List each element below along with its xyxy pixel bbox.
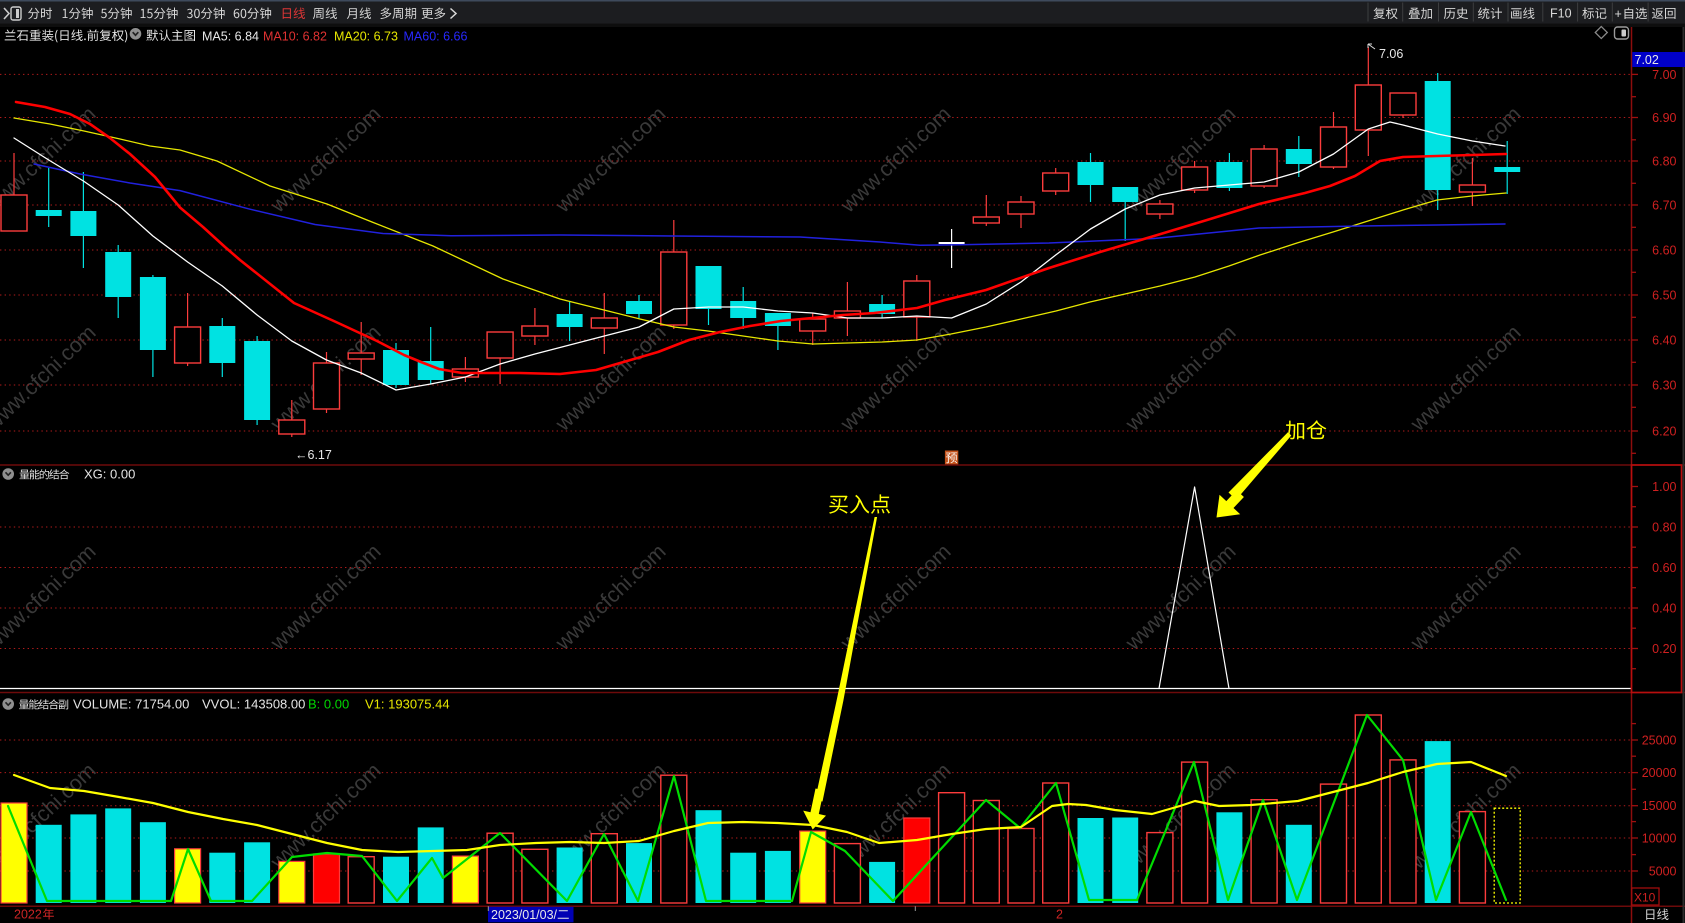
svg-text:6.70: 6.70 xyxy=(1652,199,1676,213)
svg-text:VOLUME: 71754.00: VOLUME: 71754.00 xyxy=(73,697,189,712)
svg-text:MA10: 6.82: MA10: 6.82 xyxy=(263,30,327,44)
svg-text:V1: 193075.44: V1: 193075.44 xyxy=(365,697,450,712)
svg-text:5000: 5000 xyxy=(1649,865,1677,879)
svg-text:20000: 20000 xyxy=(1642,766,1677,780)
svg-text:←6.17: ←6.17 xyxy=(295,448,332,462)
svg-text:7.00: 7.00 xyxy=(1652,68,1676,82)
svg-text:XG: 0.00: XG: 0.00 xyxy=(84,467,135,482)
svg-text:6.90: 6.90 xyxy=(1652,111,1676,125)
svg-text:6.60: 6.60 xyxy=(1652,244,1676,258)
svg-text:2023/01/03/: 2023/01/03/ xyxy=(491,908,558,922)
svg-text:VVOL: 143508.00: VVOL: 143508.00 xyxy=(202,697,305,712)
svg-text:1.00: 1.00 xyxy=(1652,480,1676,494)
svg-text:6.80: 6.80 xyxy=(1652,155,1676,169)
svg-text:B: 0.00: B: 0.00 xyxy=(308,697,349,712)
svg-text:0.60: 0.60 xyxy=(1652,561,1676,575)
svg-text:6.40: 6.40 xyxy=(1652,334,1676,348)
svg-text:+: + xyxy=(1615,7,1622,21)
svg-text:15000: 15000 xyxy=(1642,799,1677,813)
svg-text:6.30: 6.30 xyxy=(1652,379,1676,393)
svg-text:7.02: 7.02 xyxy=(1635,53,1659,67)
svg-text:X10: X10 xyxy=(1634,891,1656,905)
svg-text:0.80: 0.80 xyxy=(1652,521,1676,535)
svg-text:0.20: 0.20 xyxy=(1652,642,1676,656)
svg-text:25000: 25000 xyxy=(1642,734,1677,748)
svg-text:F10: F10 xyxy=(1550,7,1572,21)
svg-text:2022: 2022 xyxy=(14,908,42,922)
svg-text:6.50: 6.50 xyxy=(1652,289,1676,303)
svg-text:MA60: 6.66: MA60: 6.66 xyxy=(404,30,468,44)
svg-text:MA5: 6.84: MA5: 6.84 xyxy=(202,30,259,44)
svg-text:MA20: 6.73: MA20: 6.73 xyxy=(334,30,398,44)
svg-text:10000: 10000 xyxy=(1642,832,1677,846)
svg-text:6.20: 6.20 xyxy=(1652,425,1676,439)
svg-text:0.40: 0.40 xyxy=(1652,602,1676,616)
svg-text:7.06: 7.06 xyxy=(1379,47,1403,61)
svg-text:2: 2 xyxy=(1056,908,1063,922)
